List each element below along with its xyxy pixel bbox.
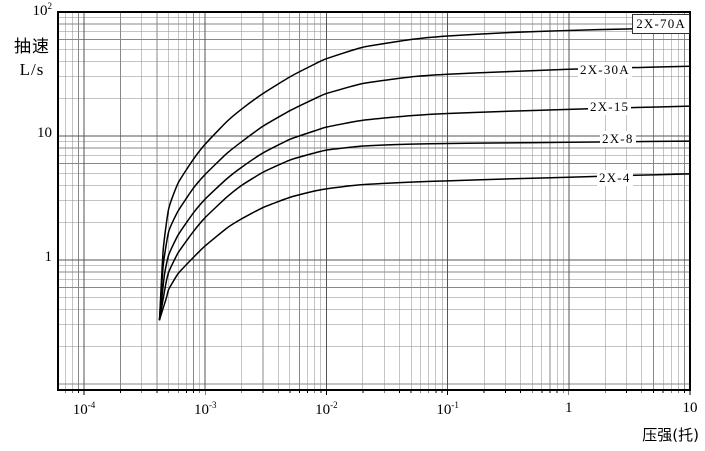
plot-frame bbox=[57, 11, 691, 391]
curve-label-2x-70a: 2X-70A bbox=[632, 14, 690, 34]
y-tick-label-0: 102 bbox=[32, 1, 53, 19]
y-tick-label-2: 1 bbox=[44, 249, 53, 265]
x-tick-label-5: 10 bbox=[682, 400, 698, 416]
y-axis-title: 抽速 L/s bbox=[4, 36, 60, 82]
curve-label-2x-8: 2X-8 bbox=[600, 131, 636, 147]
curve-c15 bbox=[158, 105, 691, 321]
curve-series-group bbox=[158, 26, 691, 321]
x-axis-title: 压强(托) bbox=[642, 426, 699, 444]
axis-tick-marks bbox=[64, 390, 691, 395]
curve-label-2x-30a: 2X-30A bbox=[578, 62, 632, 78]
curve-c30a bbox=[158, 65, 691, 321]
curve-c70a bbox=[158, 26, 691, 321]
curve-label-2x-4: 2X-4 bbox=[597, 170, 633, 186]
x-tick-label-4: 1 bbox=[565, 400, 573, 416]
x-tick-label-0: 10-4 bbox=[72, 400, 96, 418]
x-tick-label-2: 10-2 bbox=[315, 400, 338, 418]
curve-label-2x-15: 2X-15 bbox=[588, 99, 632, 115]
y-axis-title-unit: L/s bbox=[19, 59, 45, 79]
curve-c8 bbox=[158, 140, 691, 321]
grid-minor-lines bbox=[58, 12, 690, 390]
curve-c4 bbox=[158, 173, 691, 321]
x-tick-label-3: 10-1 bbox=[436, 400, 459, 418]
y-axis-title-cn: 抽速 bbox=[14, 37, 50, 57]
y-tick-label-1: 10 bbox=[37, 125, 52, 141]
x-tick-label-1: 10-3 bbox=[193, 400, 217, 418]
